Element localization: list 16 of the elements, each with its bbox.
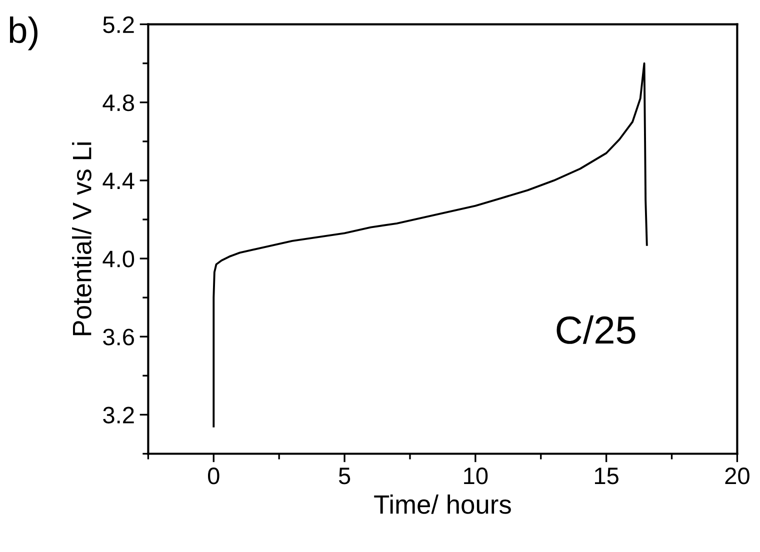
y-tick-label: 4.4 — [102, 172, 134, 190]
x-axis-title: Time/ hours — [374, 494, 511, 514]
x-tick-label: 20 — [725, 468, 750, 484]
y-tick-label: 4.0 — [102, 250, 134, 268]
line-series — [212, 62, 648, 428]
x-tick-label: 5 — [338, 468, 350, 484]
text: b) — [10, 16, 38, 50]
x-tick-label: 15 — [594, 468, 618, 484]
y-axis-title: Potential/ V vs Li — [72, 142, 92, 336]
y-tick-label: 5.2 — [103, 16, 134, 34]
x-tick-label: 0 — [208, 468, 220, 484]
annotation: C/25 — [556, 315, 636, 344]
y-tick-label: 3.2 — [103, 406, 134, 424]
x-tick-label: 10 — [464, 468, 488, 484]
y-tick-label: 4.8 — [102, 94, 134, 112]
y-tick-label: 3.6 — [103, 328, 134, 346]
